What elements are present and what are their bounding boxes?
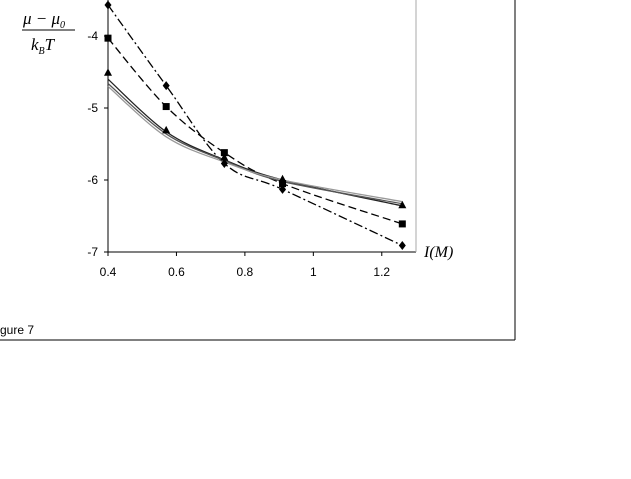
x-tick-label: 1.2: [373, 265, 390, 279]
triangle-marker: [162, 125, 171, 134]
triangle-marker: [104, 68, 112, 76]
y-label-numerator: μ − μ: [22, 9, 60, 28]
y-label-denominator-sub: B: [39, 46, 45, 57]
svg-text:kBT: kBT: [31, 35, 56, 57]
square-marker: [162, 103, 170, 111]
triangle-marker: [278, 174, 287, 183]
series-line-1: [107, 4, 403, 247]
y-label-denominator: k: [31, 35, 39, 54]
diamond-marker: [162, 81, 170, 91]
diamond-marker: [398, 241, 406, 251]
y-tick-label: -7: [87, 245, 98, 259]
figure-caption: gure 7: [0, 323, 34, 337]
series-markers: [104, 0, 407, 251]
x-tick-label: 0.4: [100, 265, 117, 279]
x-tick-label: 0.8: [237, 265, 254, 279]
square-marker: [279, 180, 287, 188]
y-tick-label: -4: [87, 29, 98, 43]
x-tick-label: 0.6: [168, 265, 185, 279]
y-tick-label: -5: [87, 101, 98, 115]
y-label-numerator-sub: 0: [60, 20, 65, 31]
series-line-2: [107, 37, 403, 225]
square-marker: [398, 220, 406, 228]
square-marker: [220, 149, 228, 157]
series-line-6: [107, 85, 403, 203]
diamond-marker: [279, 184, 287, 194]
diamond-marker: [220, 158, 228, 168]
x-label-main: I: [423, 244, 430, 261]
y-label-denominator-tail: T: [45, 35, 56, 54]
series-line-4: [107, 78, 403, 207]
series-line-5: [107, 83, 403, 205]
y-axis-label: μ − μ0 kBT: [22, 9, 75, 57]
x-axis-label: I(M): [423, 244, 453, 261]
x-label-unit: (M): [429, 244, 453, 261]
x-tick-label: 1: [310, 265, 317, 279]
triangle-marker: [398, 200, 407, 209]
square-marker: [104, 34, 112, 42]
ticks: 0.4 0.6 0.8 1 1.2 -4 -5 -6 -7: [87, 29, 390, 279]
y-tick-label: -6: [87, 173, 98, 187]
triangle-marker: [220, 153, 229, 161]
svg-text:μ − μ0: μ − μ0: [22, 9, 65, 31]
series-lines: [107, 4, 403, 247]
diamond-marker: [104, 0, 112, 10]
